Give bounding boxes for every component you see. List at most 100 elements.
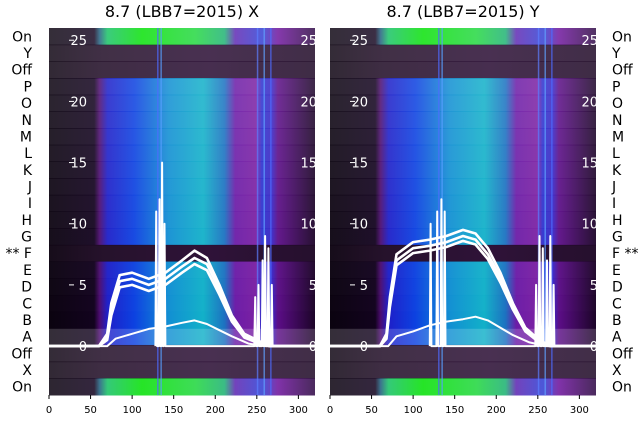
- row-label-left: C: [22, 296, 32, 312]
- row-label-right: H: [612, 213, 623, 229]
- row-label-left: ** F: [5, 246, 32, 262]
- heatmap-row: [49, 361, 315, 379]
- row-label-left: D: [21, 280, 32, 296]
- row-label-left: O: [21, 96, 32, 112]
- heatmap-row: [49, 94, 315, 112]
- row-label-right: M: [612, 129, 624, 145]
- row-label-right: A: [612, 330, 622, 346]
- row-label-right: Off: [612, 63, 633, 79]
- heatmap-row: [49, 311, 315, 329]
- y-tick-label-right: 0: [309, 340, 317, 355]
- y-tick-label-right: 25: [581, 34, 598, 49]
- heatmap-row: [49, 194, 315, 212]
- y-tick-label-right: 25: [300, 34, 317, 49]
- y-tick-label-right: 20: [581, 95, 598, 110]
- x-tick-label: 200: [206, 405, 225, 416]
- heatmap-row: [49, 128, 315, 146]
- heatmap-row: [49, 78, 315, 96]
- y-tick-label-right: 5: [309, 279, 317, 294]
- row-label-left: P: [24, 79, 32, 95]
- row-label-left: H: [21, 213, 32, 229]
- heatmap-row: [330, 178, 596, 196]
- heatmap-streak: [157, 28, 159, 395]
- heatmap-row: [330, 44, 596, 62]
- series-line: [330, 239, 596, 348]
- x-tick-label: 0: [327, 405, 333, 416]
- y-tick-label: 5: [360, 279, 368, 294]
- x-tick-label: 150: [445, 405, 464, 416]
- row-label-left: Off: [11, 63, 32, 79]
- row-label-left: A: [22, 330, 32, 346]
- x-tick-label: 250: [528, 405, 547, 416]
- y-tick-label: 20: [70, 95, 87, 110]
- x-tick-label: 250: [247, 405, 266, 416]
- y-tick-label: 0: [79, 340, 87, 355]
- heatmap-row: [49, 28, 315, 46]
- heatmap-row: [49, 44, 315, 62]
- heatmap-row: [330, 294, 596, 313]
- x-tick-label: 300: [570, 405, 589, 416]
- heatmap-row: [49, 294, 315, 313]
- row-label-left: Y: [22, 46, 32, 62]
- heatmap-row: [330, 244, 596, 263]
- row-label-right: P: [612, 79, 620, 95]
- y-tick-label: 15: [70, 157, 87, 172]
- row-label-left: G: [21, 230, 32, 246]
- heatmap-row: [49, 111, 315, 129]
- row-label-right: Y: [611, 46, 621, 62]
- heatmap-row: [49, 161, 315, 179]
- heatmap-row: [330, 128, 596, 146]
- y-tick-label-right: 20: [300, 95, 317, 110]
- x-tick-label: 200: [487, 405, 506, 416]
- heatmap-row: [49, 378, 315, 396]
- series-line: [154, 161, 274, 348]
- heatmap-row: [330, 78, 596, 96]
- heatmap-streak: [544, 28, 546, 395]
- row-label-left: On: [12, 380, 32, 396]
- heatmap-row: [49, 228, 315, 246]
- heatmap-row: [330, 211, 596, 229]
- x-tick-label: 150: [164, 405, 183, 416]
- y-tick-label-right: 10: [300, 218, 317, 233]
- row-label-right: J: [611, 179, 616, 195]
- heatmap-row: [49, 278, 315, 296]
- heatmap-row: [330, 361, 596, 379]
- x-tick-label: 300: [289, 405, 308, 416]
- row-label-right: E: [612, 263, 621, 279]
- row-label-right: On: [612, 29, 632, 45]
- heatmap-streak: [256, 28, 259, 395]
- row-label-left: K: [23, 163, 33, 179]
- series-line: [330, 315, 596, 348]
- row-label-left: B: [22, 313, 32, 329]
- x-tick-label: 100: [123, 405, 142, 416]
- y-tick-label-right: 10: [581, 218, 598, 233]
- y-tick-label: 5: [79, 279, 87, 294]
- y-tick-label-right: 0: [590, 340, 598, 355]
- row-label-left: N: [22, 113, 32, 129]
- heatmap-streak: [270, 28, 272, 395]
- heatmap-streak: [263, 28, 265, 395]
- y-tick-label: 10: [351, 218, 368, 233]
- row-label-right: Off: [612, 346, 633, 362]
- y-tick-label: 25: [351, 34, 368, 49]
- heatmap-row: [330, 111, 596, 129]
- heatmap-row: [330, 328, 596, 346]
- row-label-right: O: [612, 96, 623, 112]
- row-label-left: X: [22, 363, 32, 379]
- heatmap-row: [49, 61, 315, 79]
- row-label-right: B: [612, 313, 622, 329]
- y-tick-label: 0: [360, 340, 368, 355]
- heatmap-row: [330, 278, 596, 296]
- row-label-right: C: [612, 296, 622, 312]
- row-label-left: E: [23, 263, 32, 279]
- row-label-right: L: [612, 146, 620, 162]
- heatmap-streak: [438, 28, 440, 395]
- row-label-right: D: [612, 280, 623, 296]
- y-tick-label-right: 15: [300, 157, 317, 172]
- heatmap-row: [49, 144, 315, 162]
- heatmap-row: [330, 344, 596, 363]
- row-label-right: F **: [612, 246, 639, 262]
- row-label-left: M: [20, 129, 32, 145]
- row-label-right: I: [612, 196, 616, 212]
